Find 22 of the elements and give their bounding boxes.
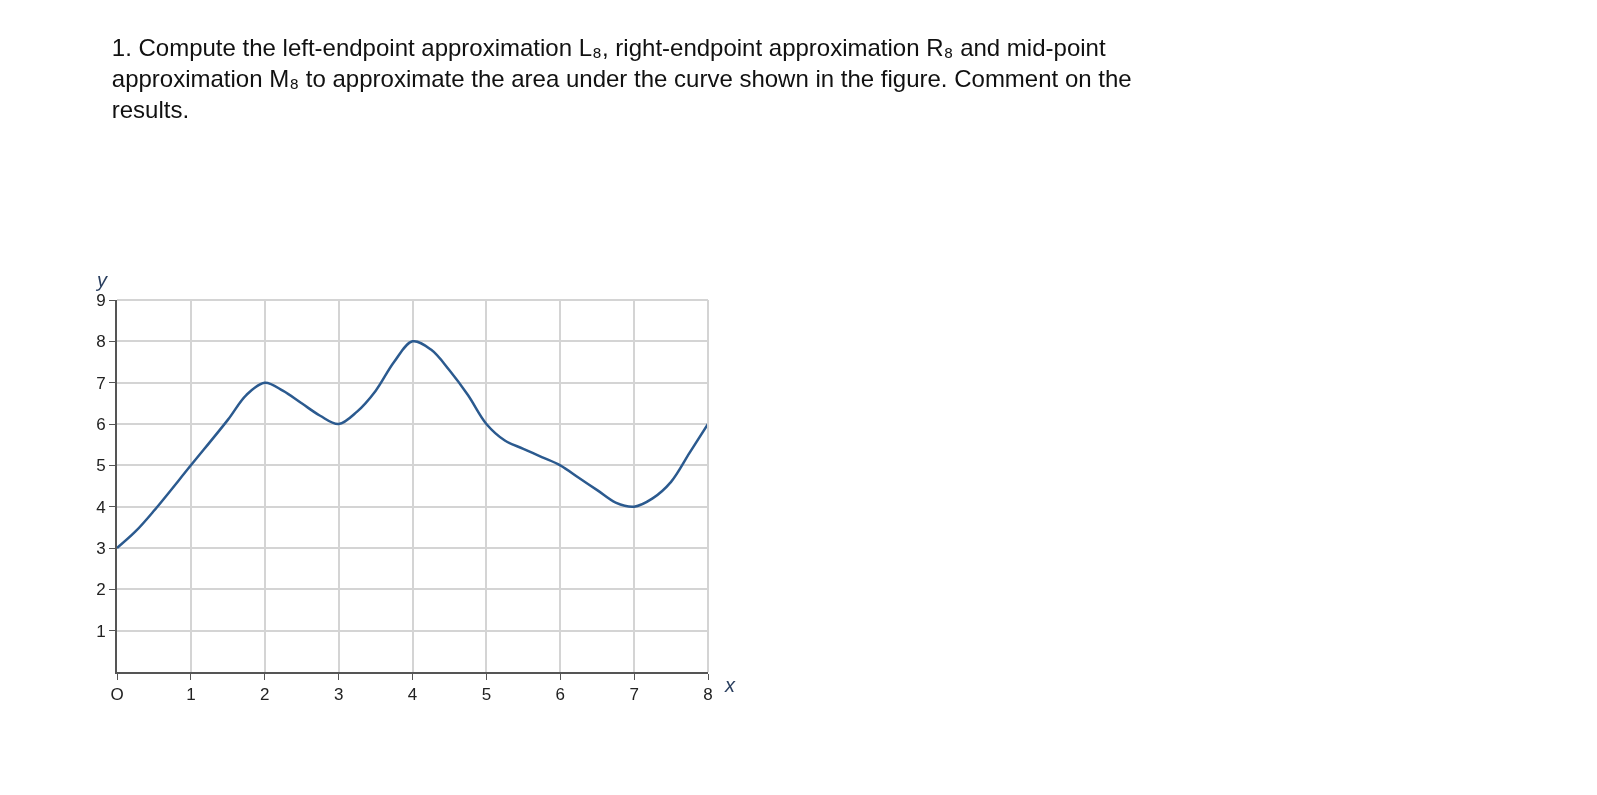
- y-tick-label: 6: [96, 414, 106, 434]
- x-axis-title: x: [724, 674, 736, 696]
- y-tick-label: 8: [96, 332, 106, 352]
- x-tick-label: 2: [260, 685, 270, 705]
- x-tick-label: 5: [481, 685, 492, 705]
- y-tick-label: 5: [96, 456, 106, 476]
- x-tick-label: 4: [407, 685, 418, 705]
- y-tick-label: 4: [96, 497, 106, 517]
- x-tick-label: O: [110, 685, 124, 705]
- y-tick-label: 1: [96, 621, 106, 641]
- y-tick-label: 2: [96, 580, 106, 600]
- x-tick-label: 6: [555, 685, 565, 705]
- chart-title: 1. Compute the left-endpoint approximation L₈, right-endpoint approximation R₈ and mid-point approximation M₈ to approximate the area under the curve shown in the figure. Comment on the results.: [111, 33, 1132, 124]
- y-tick-label: 9: [96, 290, 106, 310]
- x-tick-label: 7: [629, 685, 639, 705]
- y-tick-label: 7: [96, 373, 106, 393]
- y-axis-title: y: [95, 269, 108, 291]
- x-tick-label: 1: [186, 685, 196, 705]
- x-tick-label: 8: [703, 685, 713, 705]
- line-series: [117, 339, 708, 550]
- y-tick-label: 3: [96, 538, 106, 558]
- x-tick-label: 3: [333, 685, 344, 705]
